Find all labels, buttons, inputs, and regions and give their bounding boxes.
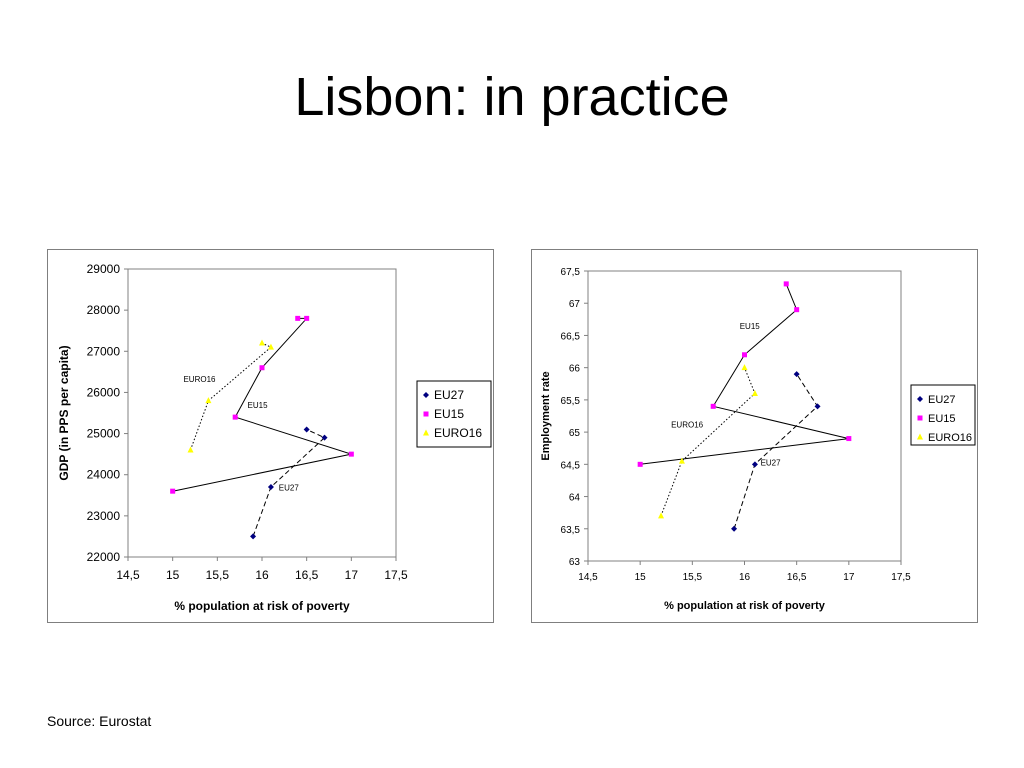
y-tick-label: 24000: [87, 468, 121, 482]
x-tick-label: 17,5: [384, 568, 408, 582]
annotation-label: EURO16: [671, 421, 704, 430]
annotation-label: EU27: [279, 483, 300, 492]
plot-area: [587, 270, 902, 562]
employment-chart-svg: 63 63,5 64 64,5 65 65,5 66 66,5 67 67,5 14,5 15 15,5…: [540, 267, 976, 612]
x-tick-label: 15,5: [683, 572, 703, 583]
series-line-eu27: [733, 373, 819, 529]
y-tick-label: 26000: [87, 385, 121, 399]
legend-label-eu15: EU15: [434, 407, 464, 421]
legend-label-euro16: EURO16: [434, 426, 482, 440]
data-point-eu27: [793, 371, 800, 378]
legend-label-euro16: EURO16: [928, 432, 972, 444]
x-axis-label: % population at risk of poverty: [664, 600, 826, 612]
data-point-eu15: [170, 488, 176, 494]
data-point-eu15: [232, 414, 238, 420]
legend-marker-euro16: [423, 429, 429, 436]
x-tick-label: 16: [255, 568, 269, 582]
x-tick-label: 14,5: [116, 568, 140, 582]
y-tick-label: 22000: [87, 550, 121, 564]
x-tick-label: 15: [635, 572, 647, 583]
y-tick-label: 63: [569, 557, 581, 568]
data-point-eu15: [742, 352, 747, 358]
y-tick-label: 63,5: [561, 525, 581, 536]
data-point-eu15: [304, 315, 310, 321]
data-point-eu27: [303, 426, 310, 433]
y-tick-label: 65,5: [561, 396, 581, 407]
x-tick-label: 17: [345, 568, 359, 582]
data-point-euro16: [267, 343, 274, 350]
y-tick-label: 25000: [87, 427, 121, 441]
data-point-euro16: [678, 457, 685, 464]
data-point-eu15: [295, 315, 301, 321]
y-axis-label: Employment rate: [540, 371, 552, 460]
legend-box: [416, 380, 492, 448]
series-line-euro16: [190, 342, 272, 451]
y-tick-label: 23000: [87, 509, 121, 523]
slide-title: Lisbon: in practice: [294, 67, 730, 127]
data-point-eu27: [731, 525, 738, 532]
data-point-euro16: [658, 512, 665, 519]
x-tick-label: 16,5: [295, 568, 319, 582]
plot-area: [127, 268, 397, 558]
series-line-eu15: [640, 283, 849, 465]
x-tick-label: 16: [739, 572, 751, 583]
series-line-euro16: [660, 367, 756, 517]
data-point-euro16: [259, 339, 265, 346]
legend-marker-eu27: [423, 392, 429, 398]
y-tick-label: 67: [569, 299, 581, 310]
data-point-eu27: [267, 484, 274, 491]
legend-marker-eu15: [423, 411, 429, 417]
source-note: Source: Eurostat: [47, 713, 152, 729]
x-tick-label: 17: [843, 572, 855, 583]
legend-label-eu27: EU27: [928, 394, 956, 406]
y-tick-label: 67,5: [561, 267, 581, 278]
data-point-euro16: [205, 397, 212, 404]
series-line-eu27: [252, 429, 326, 537]
annotation-label: EU15: [740, 322, 761, 331]
annotation-label: EU27: [761, 459, 782, 468]
data-point-eu15: [783, 281, 789, 287]
x-tick-label: 16,5: [787, 572, 807, 583]
x-axis-label: % population at risk of poverty: [174, 599, 350, 613]
legend-marker-eu15: [917, 415, 923, 421]
data-point-eu27: [321, 434, 328, 441]
legend-marker-eu27: [917, 396, 923, 402]
data-point-eu15: [710, 403, 716, 409]
y-tick-label: 29000: [87, 262, 121, 276]
data-point-euro16: [741, 364, 748, 371]
legend-marker-euro16: [917, 433, 923, 440]
employment-vs-poverty-chart: 63 63,5 64 64,5 65 65,5 66 66,5 67 67,5 14,5 15 15,5…: [531, 249, 978, 623]
data-point-eu27: [751, 461, 758, 468]
legend-label-eu27: EU27: [434, 388, 464, 402]
data-point-eu15: [348, 451, 354, 457]
x-tick-label: 15,5: [206, 568, 230, 582]
y-tick-label: 28000: [87, 303, 121, 317]
y-tick-label: 27000: [87, 344, 121, 358]
legend-box: [910, 384, 976, 446]
y-axis-label: GDP (in PPS per capita): [57, 345, 71, 480]
data-point-euro16: [751, 389, 758, 396]
data-point-eu15: [794, 307, 800, 313]
annotation-label: EURO16: [183, 375, 216, 384]
y-tick-label: 64: [569, 493, 581, 504]
data-point-eu27: [814, 403, 821, 410]
legend-label-eu15: EU15: [928, 413, 956, 425]
annotation-label: EU15: [248, 401, 269, 410]
x-tick-label: 17,5: [891, 572, 911, 583]
y-tick-label: 65: [569, 428, 581, 439]
data-point-eu15: [846, 436, 852, 442]
gdp-chart-svg: 22000 23000 24000 25000 26000 27000 28000 29000…: [57, 262, 492, 613]
data-point-euro16: [187, 446, 194, 453]
data-point-eu15: [259, 365, 265, 371]
y-tick-label: 64,5: [561, 460, 581, 471]
x-tick-label: 14,5: [578, 572, 598, 583]
y-tick-label: 66,5: [561, 331, 581, 342]
data-point-eu27: [250, 533, 257, 540]
data-point-eu15: [637, 461, 643, 467]
y-tick-label: 66: [569, 364, 581, 375]
x-tick-label: 15: [166, 568, 180, 582]
gdp-vs-poverty-chart: 22000 23000 24000 25000 26000 27000 28000 29000…: [47, 249, 494, 623]
